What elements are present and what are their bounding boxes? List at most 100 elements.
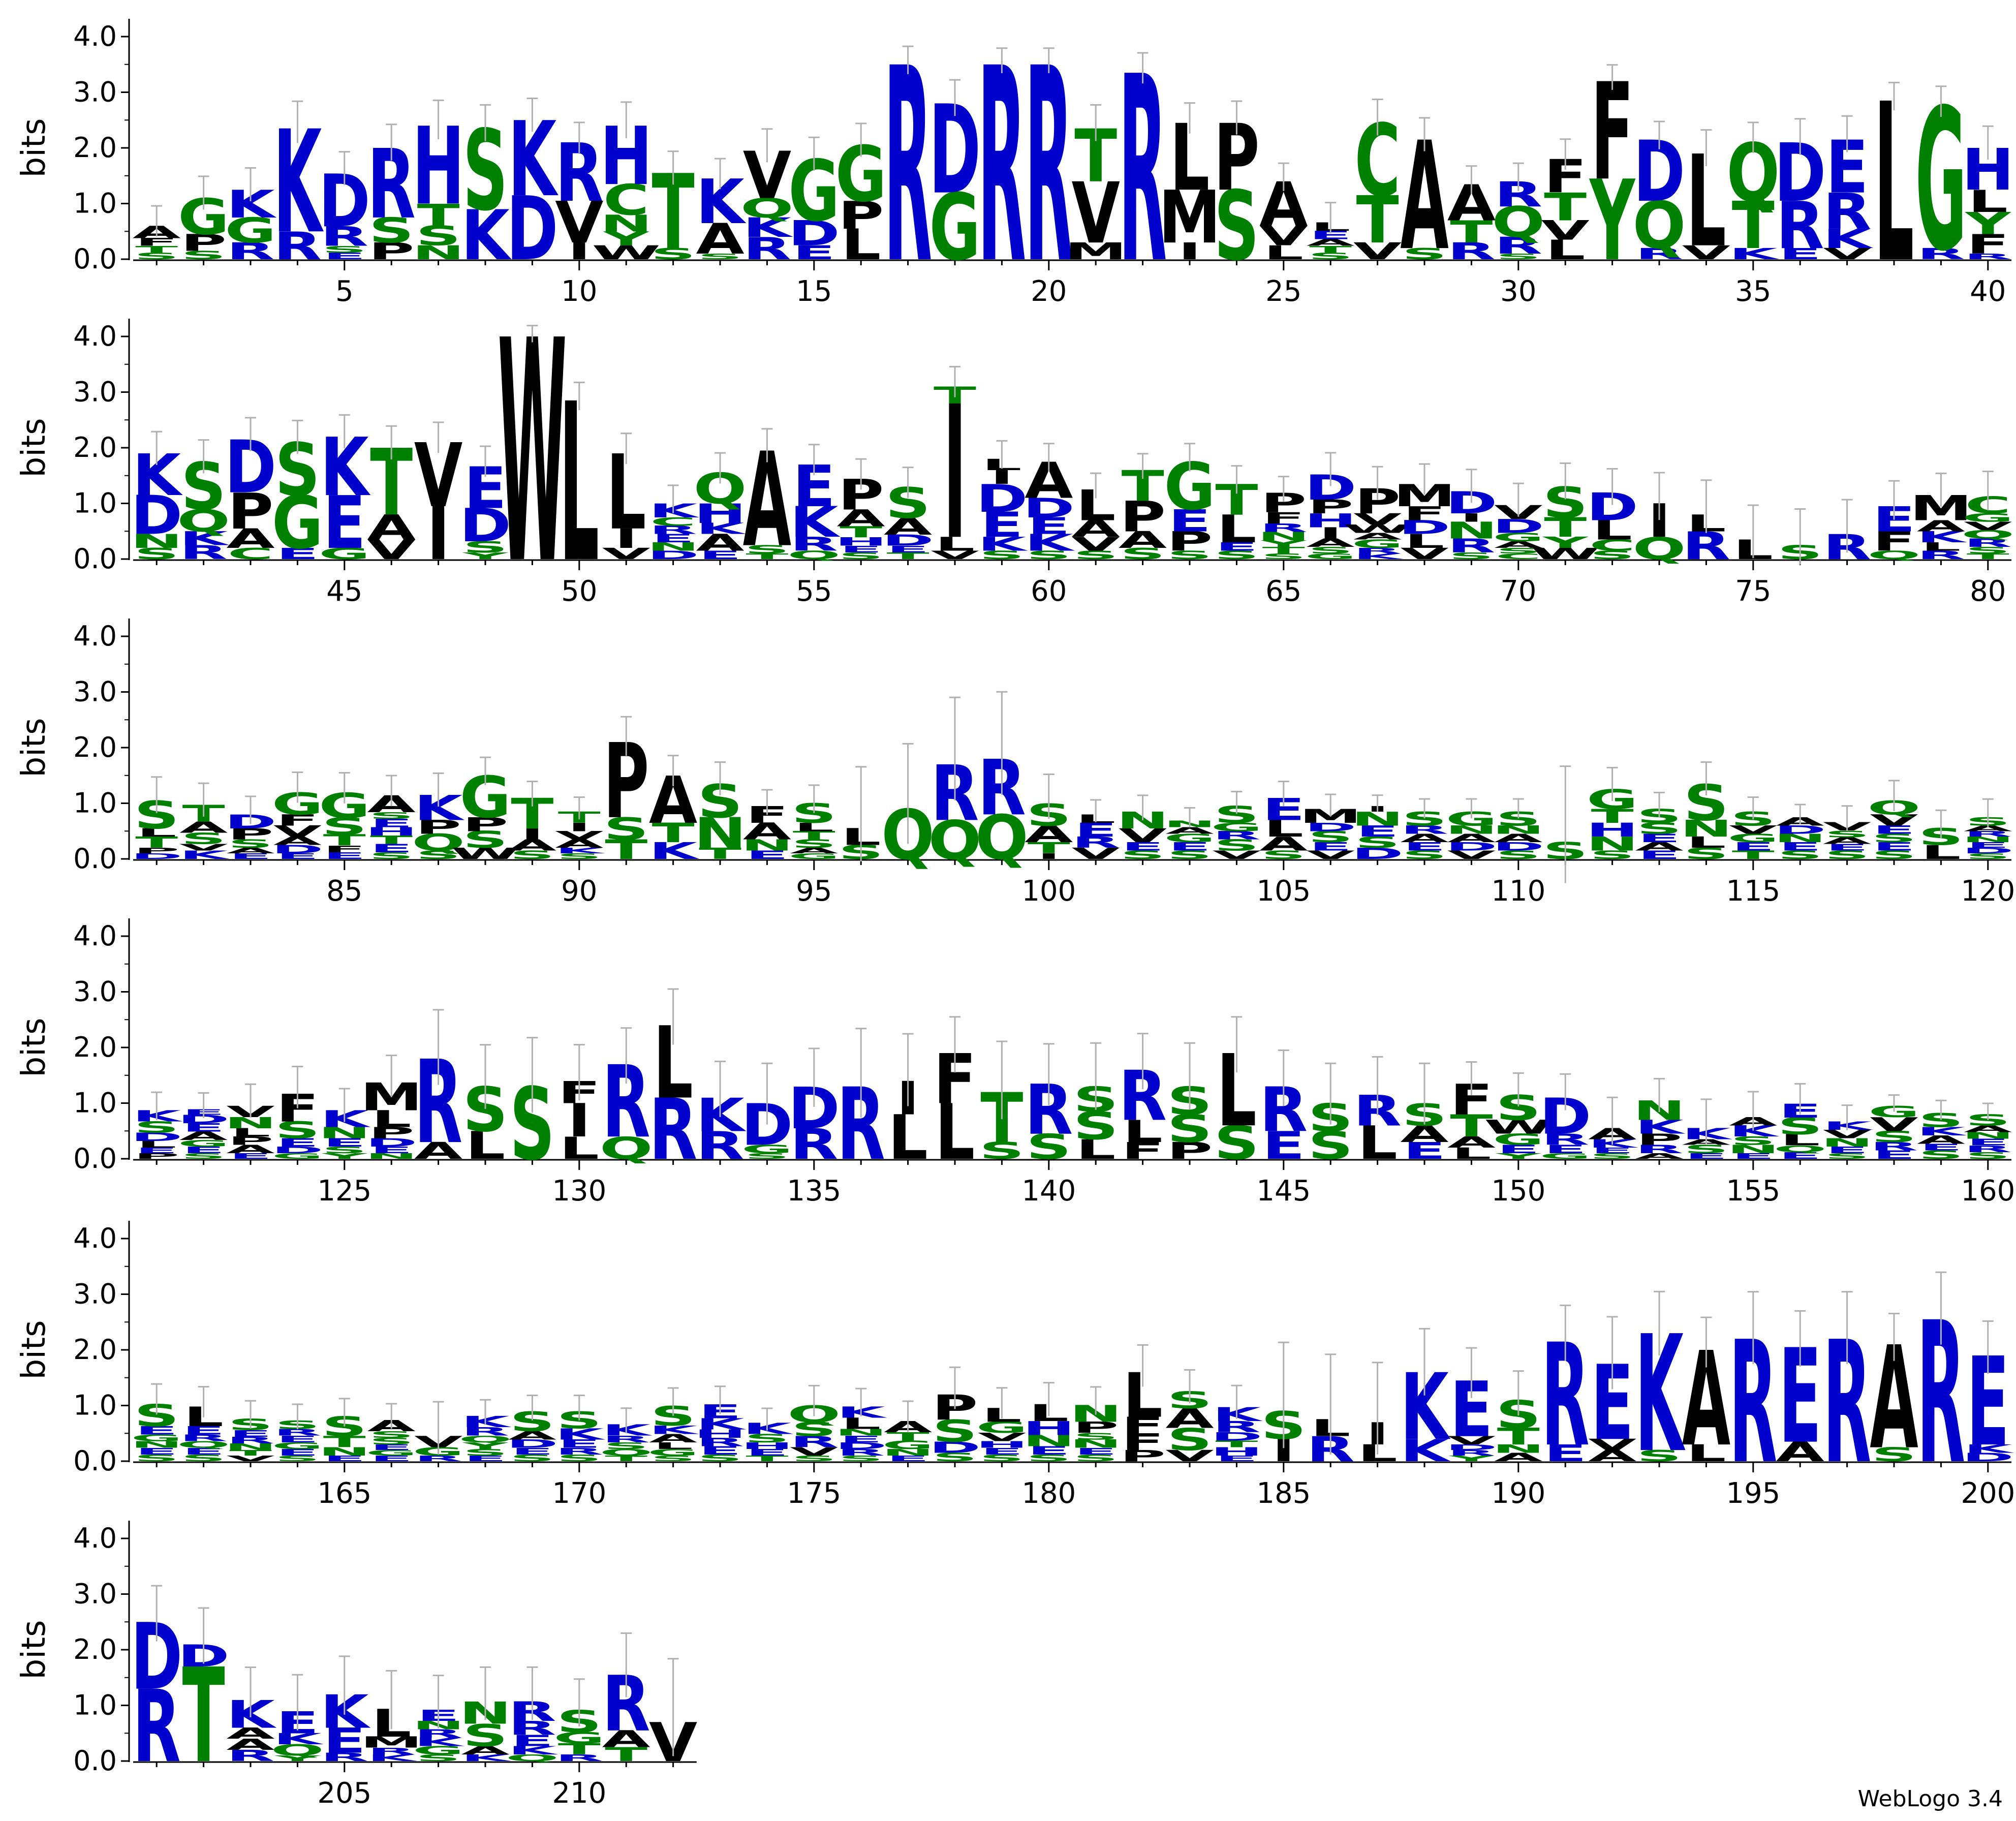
- logo-letter-T: T: [1544, 512, 1587, 543]
- logo-letter-P: P: [462, 814, 508, 836]
- logo-letter-E: E: [1779, 1150, 1821, 1161]
- logo-letter-A: A: [696, 530, 745, 556]
- logo-letter-T: T: [135, 834, 178, 852]
- logo-letter-C: C: [228, 545, 273, 563]
- x-tick-label: 190: [1491, 1477, 1545, 1510]
- logo-letter-P: P: [228, 483, 273, 540]
- logo-letter-E: E: [229, 1152, 272, 1160]
- logo-letter-N: N: [1445, 517, 1498, 544]
- logo-letter-L: L: [653, 1440, 693, 1451]
- logo-letter-K: K: [273, 100, 324, 265]
- logo-letter-S: S: [1026, 1453, 1071, 1463]
- logo-letter-R: R: [461, 1425, 510, 1438]
- x-tick-label: 120: [1961, 875, 2015, 908]
- logo-letter-A: A: [1494, 1450, 1543, 1464]
- logo-letter-R: R: [227, 238, 275, 264]
- logo-letter-V: V: [1447, 848, 1496, 861]
- logo-letter-V: V: [602, 545, 650, 563]
- logo-letter-S: S: [1496, 546, 1541, 555]
- logo-letter-S: S: [1214, 1117, 1259, 1169]
- logo-letter-R: R: [696, 1124, 745, 1168]
- logo-letter-T: T: [229, 1448, 272, 1457]
- logo-letter-E: E: [323, 481, 366, 565]
- logo-letter-E: E: [323, 251, 366, 261]
- logo-letter-F: F: [1403, 503, 1446, 525]
- logo-letter-E: E: [1497, 1143, 1540, 1156]
- logo-letter-R: R: [1917, 548, 1965, 562]
- logo-letter-Q: Q: [1774, 1144, 1827, 1154]
- x-tick-label: 130: [552, 1175, 606, 1208]
- logo-row-3: 0.01.02.03.04.0bitsDPTLSKVSATEASPDEDAVFG…: [15, 618, 2015, 908]
- logo-letter-A: A: [1823, 836, 1871, 846]
- logo-letter-A: A: [414, 1137, 463, 1164]
- x-tick-label: 5: [335, 275, 354, 308]
- logo-letter-K: K: [555, 846, 606, 855]
- logo-letter-D: D: [131, 852, 182, 860]
- logo-letter-Q: Q: [506, 1752, 559, 1763]
- logo-letter-A: A: [1917, 517, 1965, 535]
- logo-letter-E: E: [1168, 840, 1211, 853]
- logo-letter-Y: Y: [1965, 206, 2012, 241]
- logo-letter-N: N: [365, 1152, 418, 1160]
- logo-letter-V: V: [1729, 823, 1778, 837]
- x-tick-label: 210: [552, 1777, 606, 1810]
- logo-letter-N: N: [882, 1447, 934, 1458]
- y-axis-label: bits: [15, 1620, 53, 1680]
- logo-letter-C: C: [650, 515, 696, 528]
- logo-letter-E: E: [370, 1443, 413, 1452]
- logo-letter-A: A: [1165, 1403, 1214, 1434]
- logo-letter-A: A: [1447, 831, 1496, 845]
- logo-letter-R: R: [555, 1752, 603, 1763]
- logo-letter-K: K: [414, 788, 464, 828]
- logo-letter-V: V: [1588, 1436, 1636, 1454]
- logo-letter-N: N: [412, 241, 464, 264]
- logo-letter-S: S: [698, 252, 743, 261]
- logo-letter-S: S: [463, 538, 508, 556]
- logo-letter-S: S: [604, 811, 649, 847]
- logo-row-4: 0.01.02.03.04.0bitsPELDSKSEGAEDEEAPLNVGD…: [15, 918, 2015, 1208]
- logo-letter-S: S: [322, 813, 367, 840]
- logo-letter-S: S: [134, 545, 179, 563]
- logo-letter-S: S: [1496, 848, 1541, 861]
- logo-letter-N: N: [131, 530, 183, 552]
- logo-letter-T: T: [1544, 185, 1587, 230]
- logo-letter-V: V: [1072, 165, 1121, 263]
- logo-letter-K: K: [649, 500, 700, 522]
- logo-letter-Q: Q: [1633, 188, 1686, 264]
- logo-letter-T: T: [1732, 848, 1775, 861]
- logo-letter-A: A: [1917, 1133, 1966, 1147]
- logo-letter-L: L: [1357, 1117, 1398, 1169]
- logo-letter-S: S: [1026, 548, 1071, 562]
- y-tick-label: 0.0: [73, 543, 117, 575]
- logo-letter-E: E: [370, 817, 413, 830]
- logo-letter-Q: Q: [928, 810, 982, 872]
- logo-letter-A: A: [1400, 831, 1449, 845]
- logo-letter-L: L: [1264, 241, 1304, 264]
- x-tick-label: 90: [561, 875, 597, 908]
- x-tick-label: 155: [1726, 1175, 1780, 1208]
- logo-letter-G: G: [1211, 820, 1262, 834]
- y-tick-label: 3.0: [73, 676, 117, 708]
- logo-letter-G: G: [1493, 1131, 1544, 1149]
- logo-letter-S: S: [1684, 1143, 1729, 1156]
- x-tick-label: 65: [1265, 575, 1301, 608]
- logo-letter-S: S: [1965, 852, 2010, 860]
- logo-letter-L: L: [841, 1415, 881, 1433]
- logo-letter-K: K: [696, 1089, 746, 1142]
- logo-letter-E: E: [1638, 831, 1681, 845]
- logo-letter-E: E: [1356, 823, 1399, 841]
- logo-letter-Y: Y: [321, 1152, 368, 1160]
- logo-letter-Y: Y: [1495, 1152, 1542, 1160]
- y-tick-label: 1.0: [73, 188, 117, 220]
- logo-letter-L: L: [466, 1124, 506, 1168]
- x-tick-label: 135: [787, 1175, 841, 1208]
- logo-letter-S: S: [1073, 1431, 1119, 1442]
- logo-letter-R: R: [1259, 521, 1308, 534]
- logo-letter-A: A: [226, 1736, 274, 1754]
- logo-letter-S: S: [1402, 848, 1447, 861]
- logo-letter-N: N: [1445, 823, 1498, 837]
- logo-letter-E: E: [135, 1446, 178, 1457]
- y-tick-label: 1.0: [73, 1390, 117, 1422]
- logo-letter-K: K: [1635, 1116, 1686, 1138]
- logo-letter-E: E: [1967, 841, 2009, 849]
